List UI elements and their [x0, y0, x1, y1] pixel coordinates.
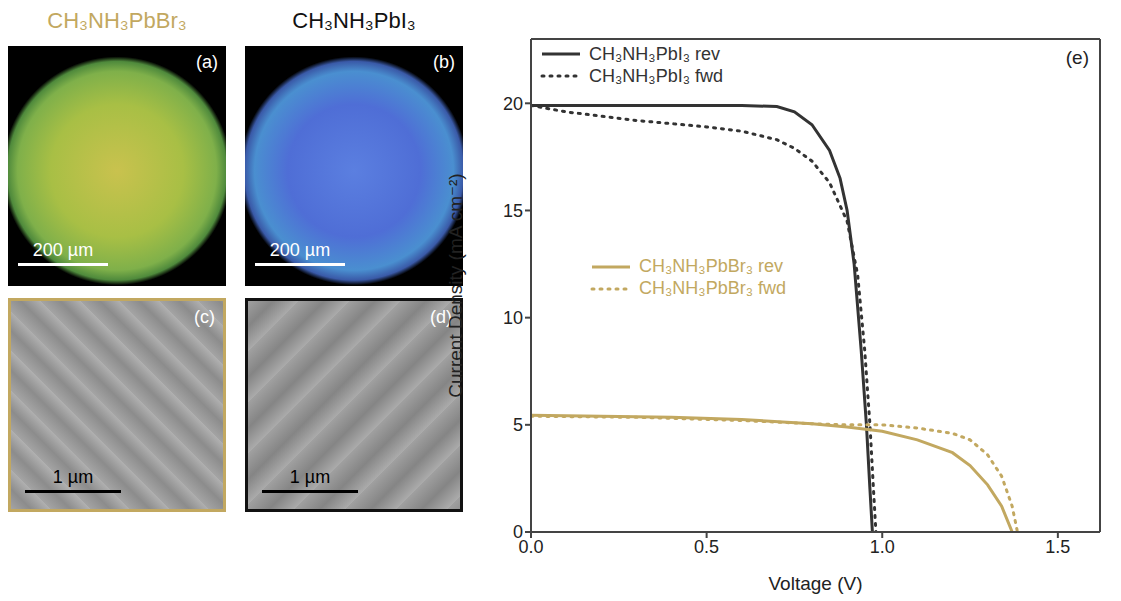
svg-text:5: 5 [513, 415, 523, 435]
svg-text:0.5: 0.5 [694, 537, 719, 557]
svg-text:20: 20 [503, 94, 523, 114]
svg-text:Voltage (V): Voltage (V) [769, 573, 863, 594]
svg-text:0: 0 [513, 522, 523, 542]
svg-text:1.5: 1.5 [1045, 537, 1070, 557]
svg-text:1.0: 1.0 [870, 537, 895, 557]
svg-text:15: 15 [503, 201, 523, 221]
svg-text:Current Density (mA cm⁻²): Current Density (mA cm⁻²) [445, 173, 466, 397]
svg-text:10: 10 [503, 308, 523, 328]
